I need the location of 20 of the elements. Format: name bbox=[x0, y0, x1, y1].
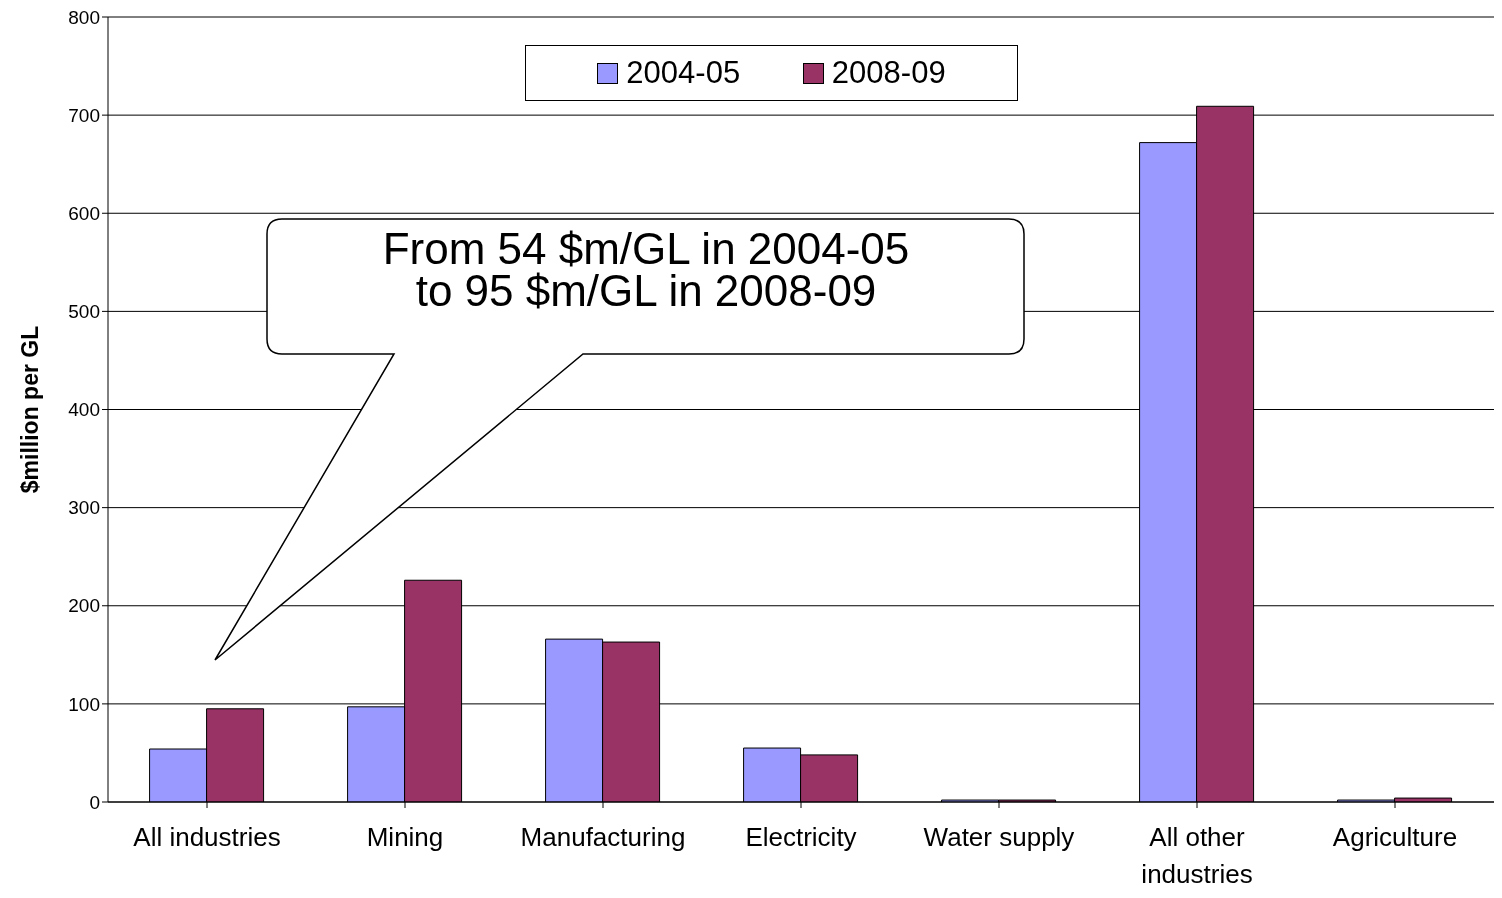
y-tick-label: 100 bbox=[68, 693, 100, 715]
y-tick-label: 700 bbox=[68, 104, 100, 126]
y-tick-label: 0 bbox=[89, 791, 100, 813]
legend-label: 2008-09 bbox=[831, 55, 946, 91]
x-tick-label: All other industries bbox=[1141, 822, 1253, 889]
y-tick-label: 600 bbox=[68, 202, 100, 224]
x-tick-label: Electricity bbox=[745, 822, 857, 852]
x-tick-label: All industries bbox=[133, 822, 281, 852]
x-tick-label: Manufacturing bbox=[520, 822, 686, 852]
x-tick-label: Water supply bbox=[923, 822, 1075, 852]
y-tick-label: 200 bbox=[68, 595, 100, 617]
x-tick-label: Mining bbox=[366, 822, 444, 852]
y-tick-label: 500 bbox=[68, 301, 100, 323]
legend-label: 2004-05 bbox=[626, 55, 741, 91]
annotation: From 54 $m/GL in 2004-05 to 95 $m/GL in 2008-09 bbox=[382, 224, 910, 315]
x-tick-label: Agriculture bbox=[1332, 822, 1458, 852]
y-tick-label: 300 bbox=[68, 497, 100, 519]
y-tick-label: 800 bbox=[68, 6, 100, 28]
y-tick-label: 400 bbox=[68, 399, 100, 421]
y-axis-title: $million per GL bbox=[17, 325, 44, 494]
